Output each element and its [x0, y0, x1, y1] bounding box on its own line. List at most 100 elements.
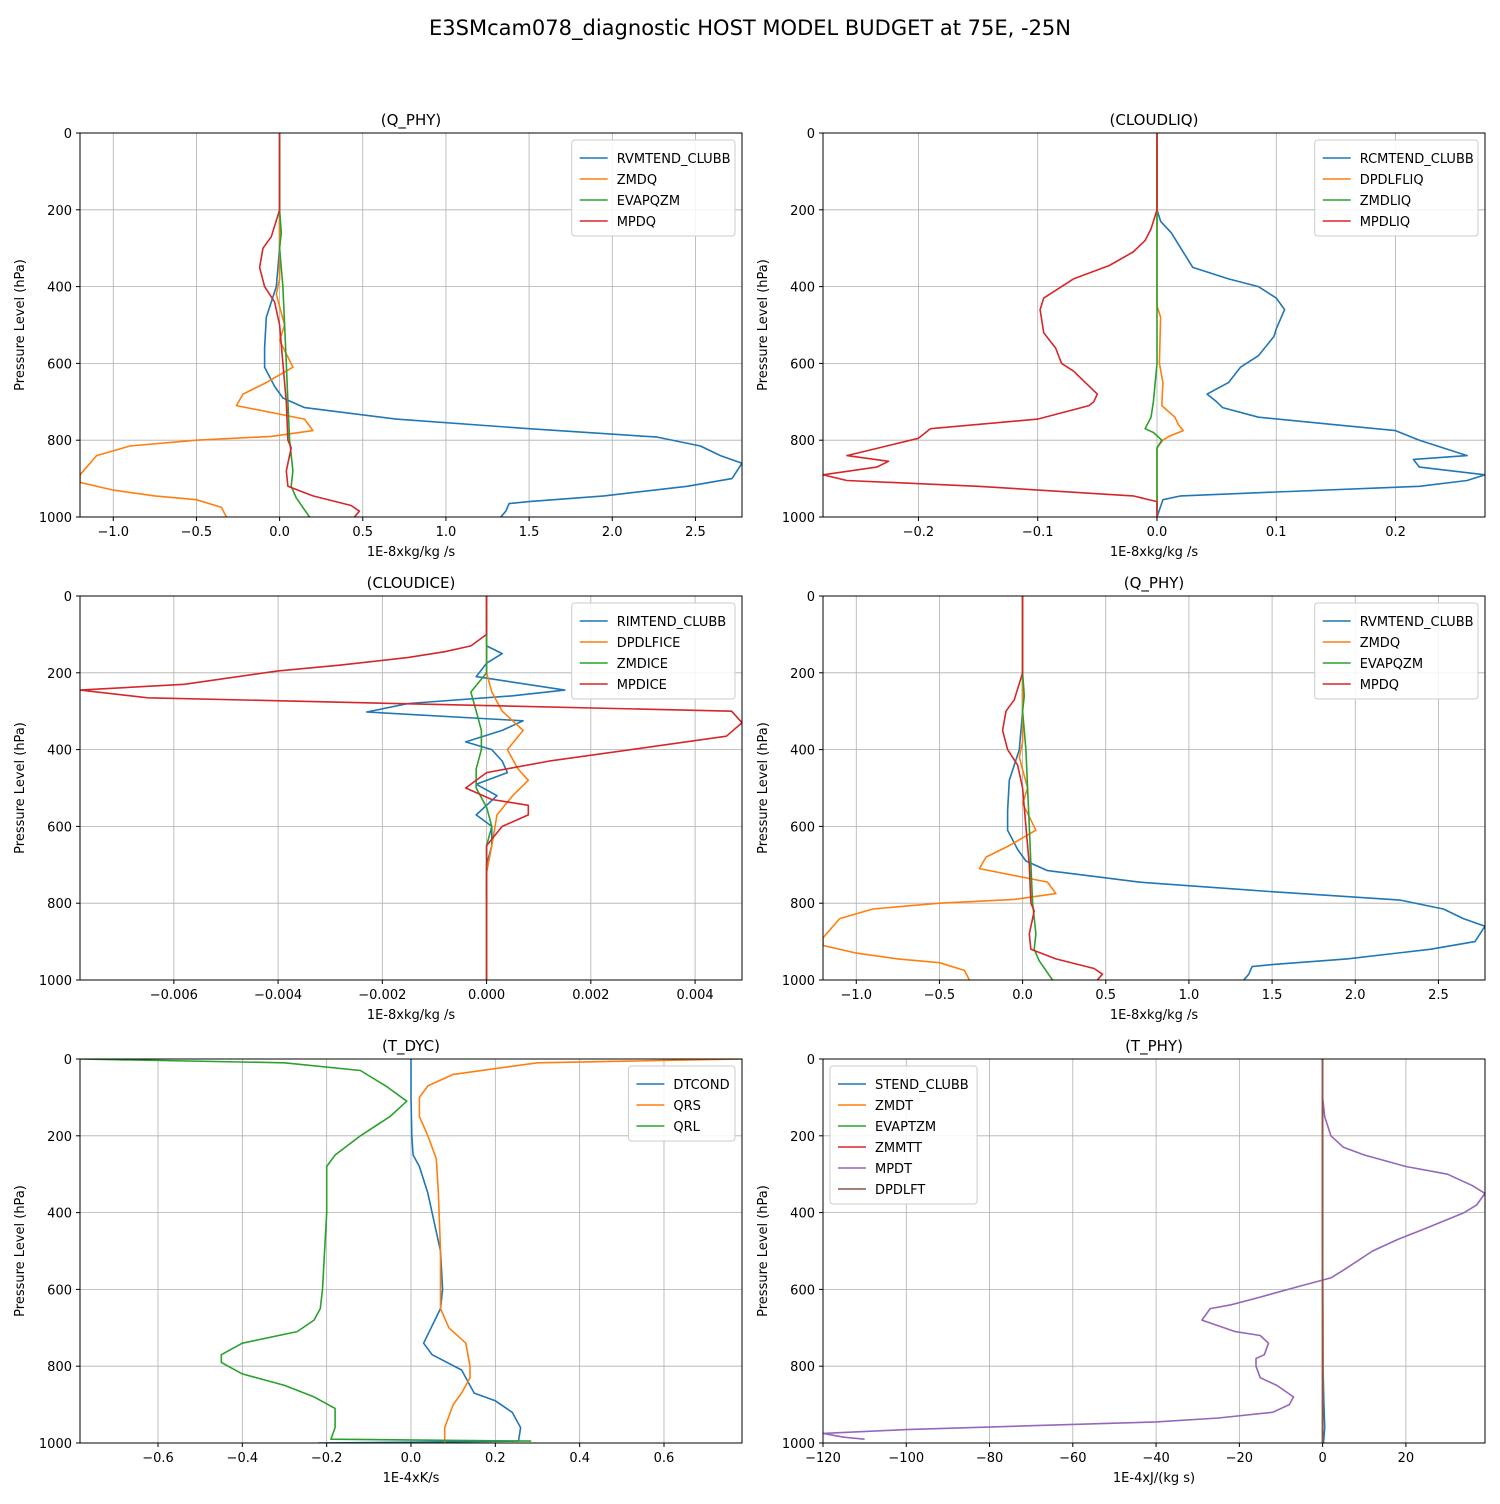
y-tick-label: 600 — [47, 1283, 72, 1298]
x-tick-label: 0 — [1318, 1451, 1326, 1466]
legend-entry: ZMMTT — [875, 1141, 922, 1156]
y-tick-label: 200 — [47, 1130, 72, 1145]
x-tick-label: −0.1 — [1022, 525, 1054, 540]
x-tick-label: 0.0 — [269, 525, 290, 540]
legend-entry: ZMDICE — [617, 657, 668, 672]
y-tick-label: 200 — [790, 667, 815, 682]
y-tick-label: 1000 — [782, 1437, 815, 1452]
y-tick-label: 0 — [807, 127, 815, 142]
x-tick-label: 0.0 — [1012, 988, 1033, 1003]
x-tick-label: −1.0 — [97, 525, 129, 540]
x-axis-label: 1E-8xkg/kg /s — [367, 545, 456, 560]
series-line-mpdliq — [823, 133, 1157, 517]
chart-title: (T_PHY) — [1125, 1037, 1183, 1056]
legend-entry: ZMDQ — [1360, 636, 1400, 651]
x-tick-label: 0.0 — [1147, 525, 1168, 540]
y-tick-label: 600 — [790, 357, 815, 372]
chart-title: (CLOUDLIQ) — [1110, 111, 1199, 129]
x-tick-label: −1.0 — [840, 988, 872, 1003]
chart-title: (T_DYC) — [382, 1037, 440, 1056]
x-tick-label: −0.2 — [903, 525, 935, 540]
legend-entry: EVAPQZM — [1360, 657, 1423, 672]
legend-entry: MPDT — [875, 1162, 912, 1177]
x-tick-label: −100 — [888, 1451, 924, 1466]
x-tick-label: 0.002 — [572, 988, 609, 1003]
y-tick-label: 600 — [790, 820, 815, 835]
series-line-evapqzm — [1023, 596, 1053, 980]
legend-entry: ZMDQ — [617, 173, 657, 188]
y-tick-label: 0 — [64, 590, 72, 605]
y-tick-label: 600 — [47, 357, 72, 372]
y-tick-label: 0 — [64, 127, 72, 142]
y-tick-label: 1000 — [782, 511, 815, 526]
series-line-dpdlfliq — [1157, 133, 1183, 517]
y-tick-label: 1000 — [39, 511, 72, 526]
chart-title: (Q_PHY) — [1124, 574, 1185, 593]
y-tick-label: 0 — [64, 1053, 72, 1068]
x-tick-label: 1.0 — [436, 525, 457, 540]
x-tick-label: 0.6 — [654, 1451, 675, 1466]
y-tick-label: 1000 — [39, 1437, 72, 1452]
legend-entry: DPDLFLIQ — [1360, 173, 1424, 188]
x-tick-label: 0.004 — [676, 988, 713, 1003]
legend-entry: MPDQ — [617, 215, 656, 230]
y-tick-label: 800 — [790, 897, 815, 912]
y-axis-label: Pressure Level (hPa) — [13, 1185, 28, 1317]
series-line-mpdq — [1003, 596, 1103, 980]
x-tick-label: 0.5 — [352, 525, 373, 540]
y-tick-label: 200 — [47, 204, 72, 219]
legend-entry: RVMTEND_CLUBB — [1360, 615, 1474, 630]
y-tick-label: 400 — [790, 1207, 815, 1222]
x-tick-label: 2.5 — [1428, 988, 1449, 1003]
y-tick-label: 1000 — [39, 974, 72, 989]
x-tick-label: 1.0 — [1179, 988, 1200, 1003]
x-tick-label: 0.2 — [485, 1451, 506, 1466]
series-line-mpdq — [260, 133, 360, 517]
y-tick-label: 0 — [807, 1053, 815, 1068]
y-tick-label: 800 — [47, 897, 72, 912]
y-axis-label: Pressure Level (hPa) — [13, 722, 28, 854]
x-tick-label: 20 — [1398, 1451, 1415, 1466]
legend-entry: EVAPQZM — [617, 194, 680, 209]
chart-title: (Q_PHY) — [381, 111, 442, 130]
x-tick-label: −120 — [805, 1451, 841, 1466]
x-tick-label: −0.4 — [227, 1451, 259, 1466]
legend-entry: STEND_CLUBB — [875, 1078, 969, 1093]
x-axis-label: 1E-8xkg/kg /s — [1110, 545, 1199, 560]
x-tick-label: 2.0 — [602, 525, 623, 540]
y-tick-label: 800 — [790, 1360, 815, 1375]
x-axis-label: 1E-8xkg/kg /s — [367, 1008, 456, 1023]
x-tick-label: 1.5 — [1262, 988, 1283, 1003]
chart-title: (CLOUDICE) — [367, 574, 456, 592]
legend-entry: ZMDLIQ — [1360, 194, 1411, 209]
legend-entry: QRS — [673, 1099, 701, 1114]
y-tick-label: 400 — [790, 281, 815, 296]
x-tick-label: −20 — [1226, 1451, 1253, 1466]
x-tick-label: 0.2 — [1385, 525, 1406, 540]
legend-entry: DPDLFICE — [617, 636, 681, 651]
series-line-dpdlfice — [487, 596, 529, 980]
x-tick-label: −0.006 — [150, 988, 198, 1003]
legend-entry: QRL — [673, 1120, 700, 1135]
x-tick-label: 2.0 — [1345, 988, 1366, 1003]
x-axis-label: 1E-8xkg/kg /s — [1110, 1008, 1199, 1023]
legend-entry: RCMTEND_CLUBB — [1360, 152, 1474, 167]
y-axis-label: Pressure Level (hPa) — [13, 259, 28, 391]
legend-entry: ZMDT — [875, 1099, 913, 1114]
x-tick-label: 0.1 — [1266, 525, 1287, 540]
x-tick-label: −80 — [976, 1451, 1003, 1466]
y-tick-label: 200 — [790, 204, 815, 219]
x-tick-label: −60 — [1059, 1451, 1086, 1466]
series-line-zmdice — [471, 596, 492, 980]
legend-entry: RIMTEND_CLUBB — [617, 615, 727, 630]
x-axis-label: 1E-4xK/s — [383, 1471, 440, 1486]
